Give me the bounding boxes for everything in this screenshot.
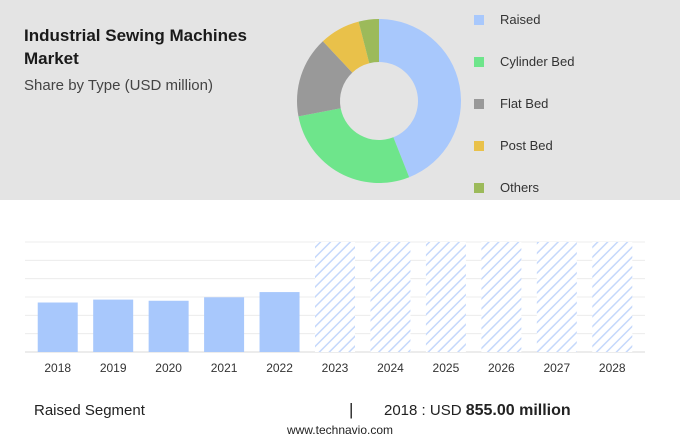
x-tick-label: 2020 [155,361,182,375]
legend-label: Others [500,180,540,195]
legend-swatch [474,57,484,67]
legend-swatch [474,99,484,109]
bar-2022 [259,292,300,352]
forecast-bar-2025 [425,242,466,352]
segment-amount: 855.00 million [465,402,571,419]
x-tick-label: 2027 [543,361,570,375]
x-tick-label: 2026 [488,361,515,375]
bar-chart: 2018 2019 2020 2021 2022 2023 2024 2025 2026 2027… [25,241,645,375]
donut-slice-others [358,19,379,64]
donut-chart [297,19,461,183]
bar-2018 [37,302,78,352]
bar-2019 [93,299,134,352]
segment-label: Raised Segment [34,402,145,419]
x-tick-label: 2022 [266,361,293,375]
chart-title: Industrial Sewing Machines Market [24,26,247,68]
forecast-bar-2026 [481,242,522,352]
x-tick-label: 2024 [377,361,404,375]
x-tick-label: 2025 [433,361,460,375]
segment-value: 2018 : USD 855.00 million [384,402,571,420]
legend-item-post-bed: Post Bed [474,136,664,156]
footer-separator: | [349,400,354,419]
donut-slice-post-bed [322,21,370,73]
bar-2021 [204,297,245,352]
forecast-bar-2023 [315,242,355,352]
forecast-bar-2024 [370,242,411,352]
legend-item-others: Others [474,178,664,198]
donut-slice-raised [379,19,461,178]
legend-item-cylinder-bed: Cylinder Bed [474,52,664,72]
legend-label: Cylinder Bed [500,54,575,69]
chart-subtitle: Share by Type (USD million) [24,77,213,94]
legend-label: Post Bed [500,138,553,153]
legend-swatch [474,141,484,151]
legend-swatch [474,183,484,193]
donut-slice-flat-bed [297,41,353,117]
donut-slice-cylinder-bed [298,108,410,183]
source-link[interactable]: www.technavio.com [286,423,394,437]
legend-item-flat-bed: Flat Bed [474,94,664,114]
x-tick-label: 2019 [100,361,127,375]
bar-2020 [148,300,189,352]
x-tick-label: 2018 [44,361,71,375]
forecast-bar-2027 [536,242,577,352]
x-tick-label: 2023 [322,361,349,375]
legend-item-raised: Raised [474,10,664,30]
x-tick-label: 2028 [599,361,626,375]
forecast-bar-2028 [592,242,633,352]
x-tick-label: 2021 [211,361,238,375]
legend-swatch [474,15,484,25]
legend-label: Flat Bed [500,96,549,111]
legend-label: Raised [500,12,541,27]
segment-year: 2018 : USD [384,402,462,419]
